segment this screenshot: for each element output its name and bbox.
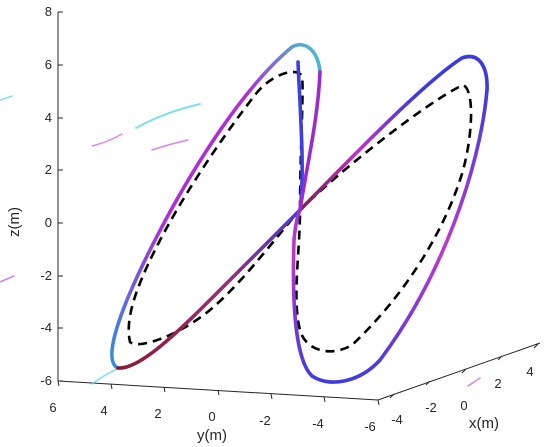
- x-tick-mark: [497, 355, 503, 361]
- y-tick-mark: [57, 380, 60, 387]
- x-tick-label: 0: [460, 398, 467, 413]
- y-tick-mark: [377, 399, 380, 406]
- x-tick-mark: [461, 368, 467, 374]
- trajectory-segment-right-outer: [291, 88, 489, 384]
- x-axis-line: [377, 342, 541, 401]
- z-tick-label: -6: [40, 373, 52, 388]
- x-ticks: -4 -2 0 2 4 x(m): [389, 343, 539, 432]
- x-tick-mark: [389, 393, 395, 399]
- reference-trajectory-dashed: [127, 70, 473, 353]
- background-ghost-strokes: [0, 95, 481, 387]
- trajectory-segment-top-hook: [298, 70, 322, 212]
- actual-trajectory: [110, 43, 489, 384]
- x-tick-label: 4: [526, 364, 533, 379]
- y-axis-label: y(m): [197, 427, 227, 444]
- trajectory-segment-left-outer: [110, 43, 322, 370]
- y-tick-label: 6: [49, 400, 56, 415]
- ghost-stroke: [135, 103, 201, 129]
- y-tick-label: -4: [312, 416, 324, 431]
- y-tick-mark: [270, 393, 273, 400]
- y-tick-label: -2: [259, 413, 271, 428]
- y-tick-label: 2: [154, 406, 161, 421]
- z-tick-label: -2: [40, 268, 52, 283]
- z-tick-label: -4: [40, 320, 52, 335]
- ghost-stroke: [467, 377, 481, 387]
- y-tick-mark: [163, 386, 166, 393]
- ghost-stroke: [151, 139, 189, 151]
- x-tick-label: -2: [425, 400, 437, 415]
- y-ticks: 6 4 2 0 -2 -4 -6 y(m): [49, 380, 380, 444]
- ghost-stroke: [91, 133, 123, 147]
- z-tick-label: 4: [45, 110, 52, 125]
- x-tick-mark: [425, 380, 431, 386]
- z-ticks: 8 6 4 2 0 -2 -4 -6: [40, 4, 63, 388]
- z-tick-label: 0: [45, 215, 52, 230]
- y-tick-label: 0: [208, 409, 215, 424]
- z-tick-label: 8: [45, 4, 52, 19]
- x-tick-label: 2: [494, 376, 501, 391]
- y-tick-mark: [110, 383, 113, 390]
- z-tick-label: 6: [45, 57, 52, 72]
- ghost-stroke: [0, 95, 13, 101]
- y-tick-label: 4: [100, 403, 107, 418]
- x-tick-label: -4: [391, 412, 403, 427]
- y-tick-mark: [323, 396, 326, 403]
- z-axis-label: z(m): [6, 207, 23, 237]
- z-tick-label: 2: [45, 162, 52, 177]
- ghost-stroke: [0, 275, 15, 283]
- trajectory-segment-left-inner: [116, 60, 304, 370]
- x-axis-label: x(m): [469, 415, 499, 432]
- x-tick-mark: [533, 343, 539, 349]
- y-tick-label: -6: [364, 419, 376, 434]
- y-tick-mark: [217, 389, 220, 396]
- trajectory-segment-right-upper: [298, 54, 489, 212]
